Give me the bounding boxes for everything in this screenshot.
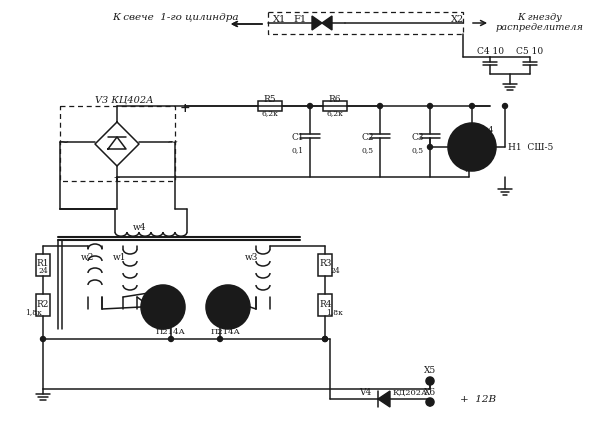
Text: X5: X5 <box>424 366 436 374</box>
Circle shape <box>218 337 223 342</box>
Text: Н1  СШ-5: Н1 СШ-5 <box>508 143 553 152</box>
Circle shape <box>323 337 328 342</box>
Text: 9: 9 <box>464 166 470 173</box>
Circle shape <box>426 398 434 406</box>
Text: C4 10: C4 10 <box>476 47 503 56</box>
Text: C1: C1 <box>292 133 304 142</box>
Bar <box>258 102 282 112</box>
Circle shape <box>308 104 313 109</box>
Text: ~: ~ <box>57 136 69 150</box>
Text: w3: w3 <box>245 253 259 262</box>
Bar <box>318 294 332 316</box>
Text: F1: F1 <box>293 14 307 23</box>
Text: V4: V4 <box>359 388 371 397</box>
Text: w1: w1 <box>113 253 127 262</box>
Text: 6: 6 <box>449 152 455 160</box>
Text: X2: X2 <box>451 14 464 23</box>
Text: R6: R6 <box>329 95 341 104</box>
Text: 1: 1 <box>491 150 497 158</box>
Text: П214А: П214А <box>155 327 185 335</box>
Circle shape <box>470 104 475 109</box>
Text: К гнезду: К гнезду <box>518 14 562 23</box>
Circle shape <box>427 104 433 109</box>
Text: V3 КЦ402А: V3 КЦ402А <box>95 95 154 104</box>
Text: R4: R4 <box>320 300 332 309</box>
Text: 6,2к: 6,2к <box>262 109 278 117</box>
Circle shape <box>466 157 472 163</box>
Polygon shape <box>322 17 332 31</box>
Text: 24: 24 <box>330 266 340 274</box>
Bar <box>268 13 463 35</box>
Polygon shape <box>378 391 390 407</box>
Circle shape <box>448 124 496 172</box>
Text: 1,8к: 1,8к <box>326 307 343 315</box>
Text: КД202А: КД202А <box>392 388 428 396</box>
Bar <box>60 107 175 181</box>
Text: 0,1: 0,1 <box>292 146 304 154</box>
Text: R1: R1 <box>37 259 49 268</box>
Text: V2: V2 <box>212 293 224 302</box>
Text: C3: C3 <box>412 133 424 142</box>
Text: 1,8к: 1,8к <box>26 307 43 315</box>
Circle shape <box>41 337 46 342</box>
Text: V1: V1 <box>169 293 181 302</box>
Bar <box>318 254 332 276</box>
Circle shape <box>427 145 433 150</box>
Text: w2: w2 <box>82 253 95 262</box>
Text: +: + <box>179 101 190 114</box>
Circle shape <box>377 104 383 109</box>
Text: C5 10: C5 10 <box>517 47 544 56</box>
Text: 4: 4 <box>487 126 493 134</box>
Bar <box>323 102 347 112</box>
Text: –: – <box>114 171 120 184</box>
Polygon shape <box>312 17 322 31</box>
Text: распределителя: распределителя <box>496 23 584 32</box>
Circle shape <box>206 285 250 329</box>
Text: ~: ~ <box>166 136 178 150</box>
Text: К свече  1-го цилиндра: К свече 1-го цилиндра <box>112 14 238 23</box>
Text: R5: R5 <box>263 95 277 104</box>
Text: X6: X6 <box>424 388 436 397</box>
Bar <box>36 254 50 276</box>
Circle shape <box>503 104 508 109</box>
Text: 24: 24 <box>38 266 48 274</box>
Text: П214А: П214А <box>210 327 240 335</box>
Text: R2: R2 <box>37 300 49 309</box>
Circle shape <box>323 337 328 342</box>
Text: w4: w4 <box>133 223 147 232</box>
Circle shape <box>169 337 173 342</box>
Circle shape <box>426 377 434 385</box>
Text: 0,5: 0,5 <box>362 146 374 154</box>
Text: +  12В: + 12В <box>460 394 496 403</box>
Bar <box>36 294 50 316</box>
Text: 0,5: 0,5 <box>412 146 424 154</box>
Text: R3: R3 <box>320 259 332 268</box>
Text: 6,2к: 6,2к <box>326 109 343 117</box>
Text: C2: C2 <box>362 133 374 142</box>
Text: X1: X1 <box>274 14 287 23</box>
Circle shape <box>141 285 185 329</box>
